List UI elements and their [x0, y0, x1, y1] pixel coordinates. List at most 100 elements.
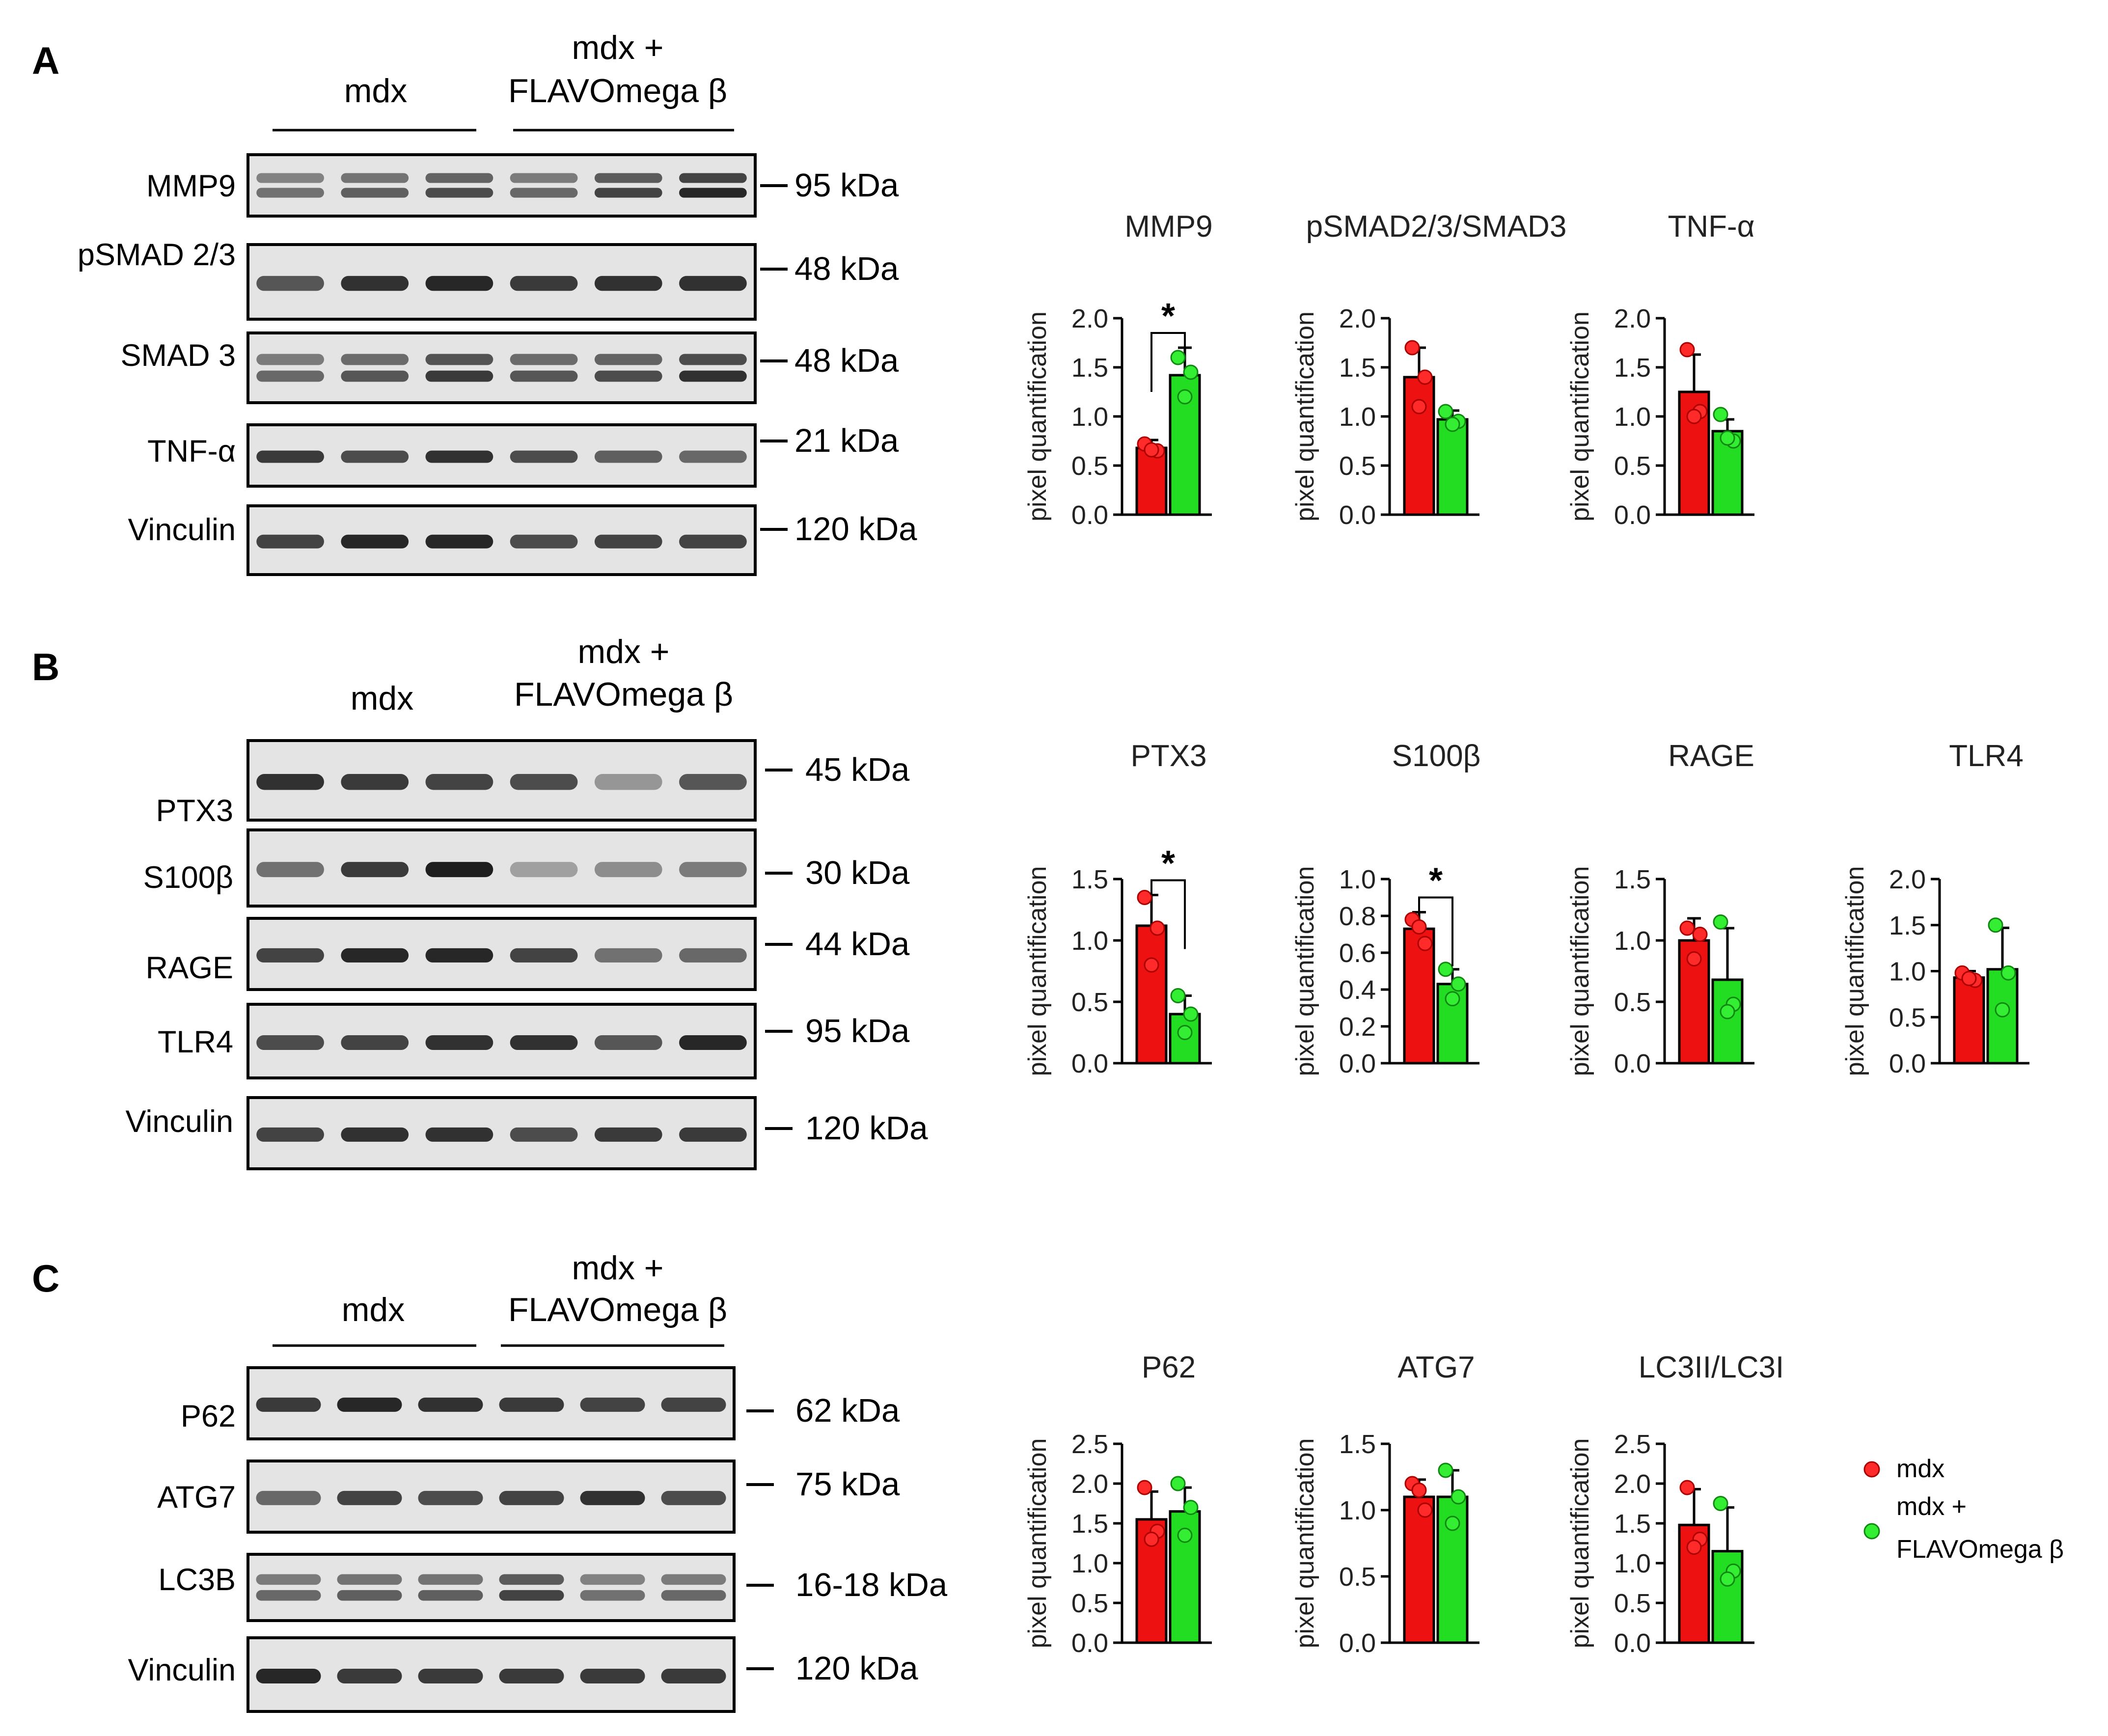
panel-a-letter: A [32, 39, 59, 82]
y-tick-label: 0.5 [1889, 1003, 1926, 1032]
y-tick-label: 0.5 [1614, 451, 1651, 481]
group-label-mdx: mdx [351, 680, 413, 717]
blot-band [510, 188, 578, 198]
data-point [1177, 1025, 1193, 1040]
y-axis-label: pixel quantification [1566, 1438, 1594, 1649]
legend: mdx mdx + FLAVOmega β [1863, 1455, 2064, 1564]
y-tick-label: 1.0 [1071, 926, 1108, 956]
blot-band [679, 534, 747, 549]
y-tick-label: 0.2 [1339, 1012, 1376, 1042]
chart-p62: P62 pixel quantification 0.0 0.5 1.0 1.5 2.0 2.… [1023, 1350, 1212, 1658]
y-tick-label: 1.0 [1614, 926, 1651, 956]
blot-band [594, 534, 662, 549]
data-point [1144, 1531, 1159, 1547]
data-point [1720, 1571, 1735, 1587]
data-point [1720, 430, 1735, 446]
kda-label: 95 kDa [794, 167, 899, 204]
blot-membrane [246, 1636, 736, 1713]
blot-protein-label: S100β [143, 860, 233, 895]
blot-band [256, 1035, 324, 1050]
blot-band [594, 774, 662, 790]
data-point [1417, 936, 1433, 951]
data-point [1961, 971, 1977, 986]
blot-band [256, 534, 324, 549]
y-tick-label: 0.5 [1614, 988, 1651, 1017]
blot-band [256, 774, 324, 790]
group-label-mdx: mdx [344, 72, 407, 110]
bar-mdx [1678, 939, 1710, 1065]
legend-treated-label-line2: FLAVOmega β [1896, 1535, 2064, 1564]
chart-title: TLR4 [1949, 739, 2024, 773]
y-tick-label: 1.5 [1071, 865, 1108, 894]
chart-title: ATG7 [1397, 1350, 1475, 1384]
y-tick-label: 0.0 [1339, 1628, 1376, 1658]
kda-label: 62 kDa [795, 1392, 900, 1429]
significance-bracket [1418, 896, 1453, 966]
y-tick-label: 0.5 [1339, 451, 1376, 481]
data-point [1417, 1502, 1433, 1518]
significance-marker: * [1429, 861, 1443, 901]
blot-band [679, 354, 747, 365]
y-axis-label: pixel quantification [1023, 1438, 1052, 1649]
blot-protein-label: TLR4 [158, 1025, 233, 1059]
blot-band [510, 534, 578, 549]
blot-band [256, 188, 324, 198]
blot-band [425, 948, 493, 963]
blot-band [510, 1035, 578, 1050]
data-point [1177, 1527, 1193, 1543]
blot-band [425, 370, 493, 382]
blot-band [256, 862, 324, 878]
y-tick-label: 1.0 [1071, 1549, 1108, 1578]
y-tick-label: 0.0 [1339, 500, 1376, 530]
y-axis-label: pixel quantification [1291, 866, 1319, 1076]
data-point [1404, 340, 1420, 356]
blot-membrane [246, 331, 757, 404]
bar-mdx [1403, 927, 1435, 1065]
data-point [1438, 1462, 1453, 1478]
data-point [1438, 962, 1453, 977]
data-point [1451, 976, 1466, 992]
blot-band [510, 450, 578, 463]
blot-band [256, 1574, 321, 1585]
y-axis-label: pixel quantification [1566, 866, 1594, 1076]
blot-band [499, 1490, 564, 1505]
blot-band [510, 276, 578, 291]
y-tick-label: 1.5 [1071, 353, 1108, 383]
blot-psmad-2-3: pSMAD 2/3 48 kDa [78, 238, 899, 321]
blot-band [418, 1669, 483, 1683]
blot-band [499, 1397, 564, 1412]
y-axis-label: pixel quantification [1291, 311, 1319, 522]
chart-title: MMP9 [1124, 210, 1212, 244]
blot-band [499, 1669, 564, 1683]
y-tick-label: 1.0 [1339, 865, 1376, 894]
blot-membrane [246, 153, 757, 218]
y-tick-label: 2.5 [1071, 1430, 1108, 1459]
blot-protein-label: P62 [181, 1399, 236, 1433]
blot-band [594, 450, 662, 463]
group-label-treated-line1: mdx + [572, 1249, 663, 1287]
data-point [1438, 404, 1453, 419]
y-tick-label: 0.8 [1339, 902, 1376, 931]
chart-atg7: ATG7 pixel quantification 0.0 0.5 1.0 1.5 [1291, 1350, 1479, 1658]
y-tick-label: 1.0 [1889, 957, 1926, 987]
legend-mdx-dot [1863, 1461, 1880, 1478]
blot-band [510, 173, 578, 183]
blot-band [679, 1127, 747, 1142]
blot-protein-label: LC3B [158, 1563, 236, 1597]
bar-mdx [1953, 976, 1985, 1065]
blot-band [256, 354, 324, 365]
blot-s100-: S100β 30 kDa [143, 828, 910, 908]
blot-band [337, 1397, 402, 1412]
blot-band [425, 450, 493, 463]
blot-band [661, 1397, 726, 1412]
group-label-treated-line1: mdx + [572, 29, 663, 66]
blot-band [341, 173, 409, 183]
blot-band [679, 173, 747, 183]
blot-band [337, 1574, 402, 1585]
y-tick-label: 0.0 [1889, 1049, 1926, 1078]
blot-band [679, 276, 747, 291]
y-axis-label: pixel quantification [1291, 1438, 1319, 1649]
blot-protein-label: Vinculin [128, 1653, 236, 1687]
